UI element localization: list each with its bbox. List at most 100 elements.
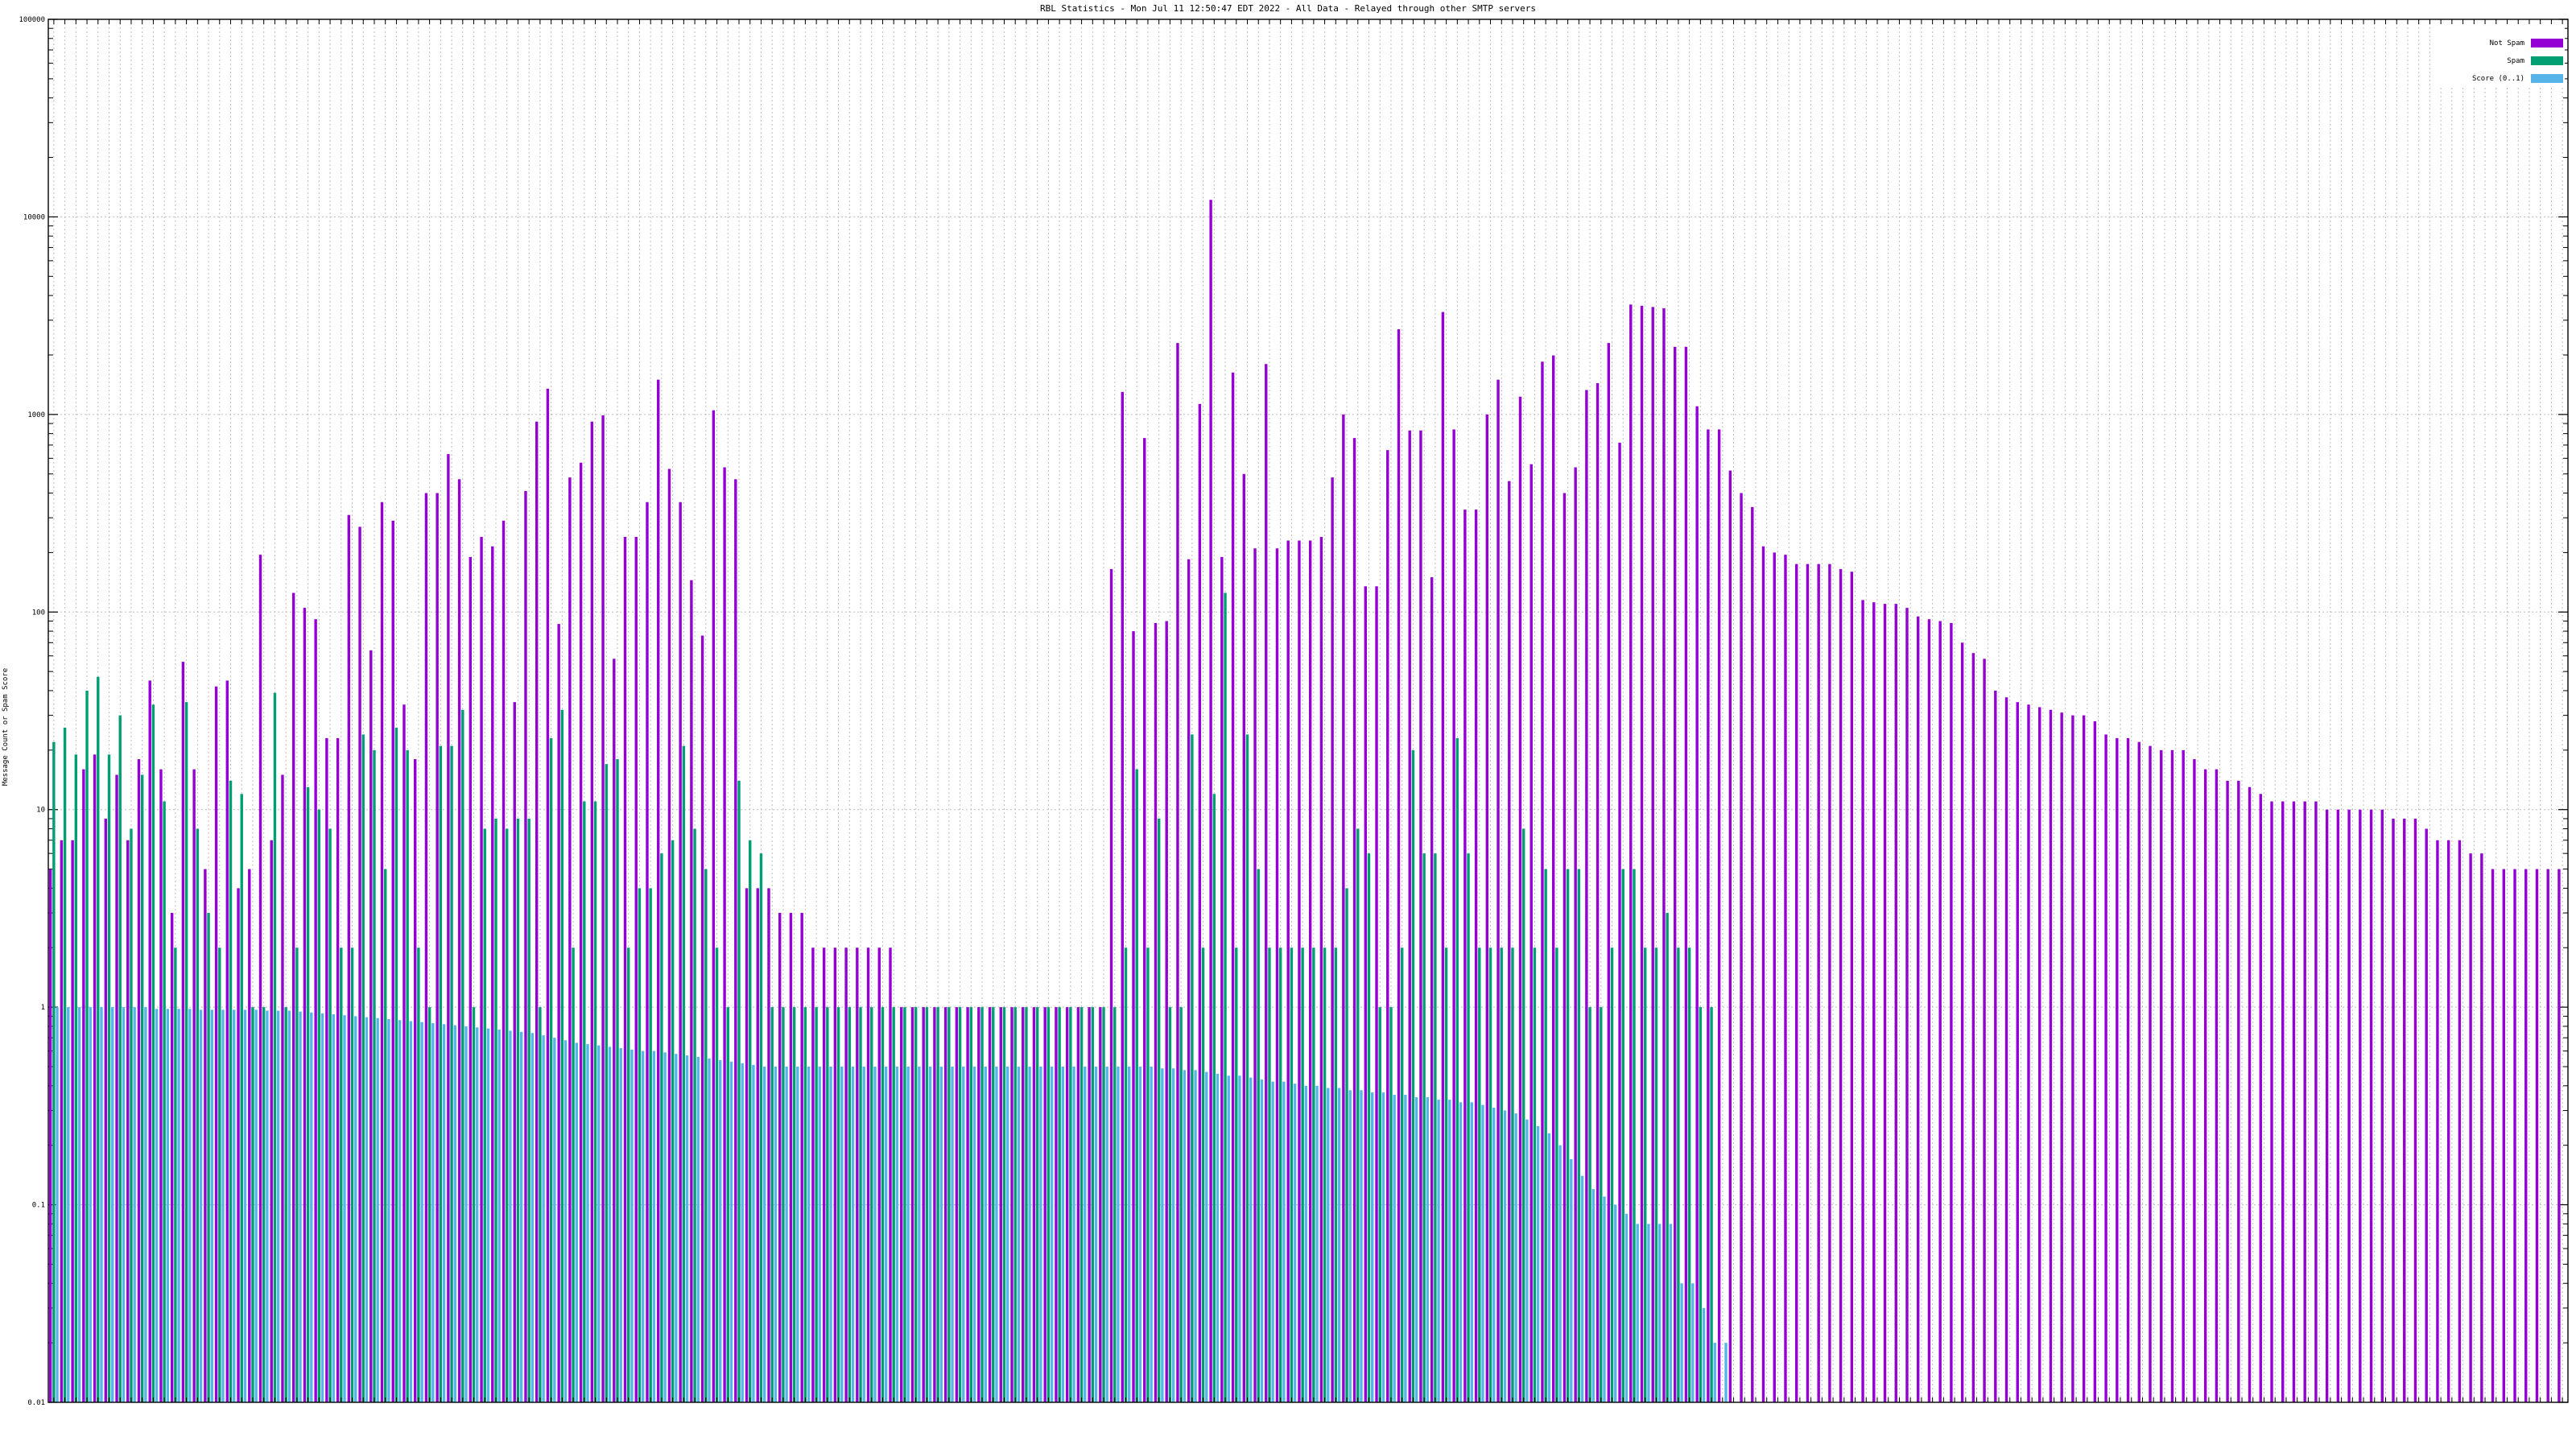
bar-not-spam <box>811 947 815 1402</box>
bar-spam <box>373 749 376 1402</box>
bar-spam <box>1422 853 1426 1402</box>
bar-not-spam <box>1109 568 1113 1403</box>
legend-label-not-spam: Not Spam <box>2490 39 2524 47</box>
bar-not-spam <box>1994 690 1997 1402</box>
bar-score <box>1647 1224 1650 1402</box>
bar-score <box>928 1067 932 1402</box>
bar-not-spam <box>1209 200 1212 1403</box>
bar-not-spam <box>126 840 130 1402</box>
bar-not-spam <box>1331 477 1334 1402</box>
bar-spam <box>394 727 398 1402</box>
bar-score <box>1171 1068 1175 1402</box>
bar-not-spam <box>1761 546 1765 1403</box>
bar-score <box>906 1067 910 1402</box>
bar-score <box>564 1040 568 1402</box>
bar-spam <box>1699 1007 1703 1402</box>
bar-spam <box>207 913 210 1402</box>
bar-spam <box>1268 947 1271 1402</box>
bar-spam <box>483 828 486 1402</box>
bar-score <box>719 1059 722 1402</box>
bar-score <box>663 1052 667 1402</box>
bar-score <box>1360 1090 1363 1402</box>
bar-not-spam <box>1927 619 1931 1402</box>
plot-frame <box>47 19 2569 1403</box>
chart-title: RBL Statistics - Mon Jul 11 12:50:47 EDT… <box>1040 3 1536 14</box>
bar-score <box>652 1051 656 1402</box>
bar-not-spam <box>60 840 64 1402</box>
bar-score <box>597 1045 601 1402</box>
bar-spam <box>229 780 233 1402</box>
bar-spam <box>815 1007 818 1402</box>
bar-spam <box>472 1007 476 1402</box>
bar-not-spam <box>900 1007 903 1402</box>
bar-not-spam <box>2248 786 2252 1402</box>
bar-not-spam <box>1861 600 1864 1402</box>
bar-spam <box>1610 947 1614 1402</box>
bar-not-spam <box>281 774 284 1402</box>
bar-not-spam <box>159 769 163 1402</box>
bar-not-spam <box>2170 749 2174 1402</box>
bar-score <box>873 1067 877 1402</box>
bar-not-spam <box>2359 809 2362 1402</box>
bar-not-spam <box>2325 809 2329 1402</box>
bar-score <box>1271 1081 1274 1402</box>
bar-spam <box>1455 737 1459 1402</box>
bar-spam <box>803 1007 807 1402</box>
bar-spam <box>52 741 56 1402</box>
bar-not-spam <box>2546 869 2549 1402</box>
bar-score <box>199 1009 203 1402</box>
bar-score <box>575 1042 578 1402</box>
bar-score <box>1072 1067 1075 1402</box>
y-tick-label: 0.1 <box>32 1202 45 1210</box>
bar-score <box>1437 1100 1440 1402</box>
bar-score <box>862 1067 865 1402</box>
bar-score <box>1150 1067 1153 1402</box>
bar-score <box>630 1049 634 1402</box>
bar-spam <box>85 690 89 1402</box>
bar-not-spam <box>745 888 749 1402</box>
bar-score <box>1547 1133 1551 1402</box>
bar-score <box>276 1010 280 1402</box>
bar-spam <box>1257 869 1260 1402</box>
bar-spam <box>715 947 719 1402</box>
bar-spam <box>549 737 553 1402</box>
bar-not-spam <box>502 520 506 1402</box>
bar-spam <box>97 676 100 1402</box>
bar-not-spam <box>1242 473 1245 1402</box>
bar-not-spam <box>1784 555 1787 1402</box>
bar-not-spam <box>700 635 704 1402</box>
bar-not-spam <box>1485 414 1489 1402</box>
bar-spam <box>1488 947 1492 1402</box>
bar-not-spam <box>2004 697 2008 1402</box>
bar-not-spam <box>1541 361 1544 1402</box>
bar-spam <box>1091 1007 1094 1402</box>
bar-not-spam <box>1960 642 1964 1402</box>
bar-score <box>144 1007 147 1402</box>
bar-spam <box>1389 1007 1393 1402</box>
bar-not-spam <box>1364 586 1367 1402</box>
bar-spam <box>1533 947 1537 1402</box>
bar-spam <box>1135 769 1138 1402</box>
bar-spam <box>605 764 608 1402</box>
bar-score <box>122 1007 126 1402</box>
bar-not-spam <box>2160 749 2163 1402</box>
bar-spam <box>749 840 752 1402</box>
bar-spam <box>726 1007 729 1402</box>
legend-swatch-spam <box>2531 56 2563 65</box>
bar-spam <box>1179 1007 1183 1402</box>
bar-not-spam <box>436 493 439 1402</box>
bar-score <box>1525 1119 1529 1402</box>
bar-not-spam <box>679 502 682 1402</box>
bar-not-spam <box>789 913 793 1402</box>
bar-score <box>254 1009 258 1402</box>
bar-score <box>1194 1070 1197 1402</box>
bar-score <box>1624 1213 1629 1402</box>
bar-score <box>1061 1067 1065 1402</box>
bar-spam <box>361 734 365 1402</box>
bar-spam <box>262 1007 266 1402</box>
bar-not-spam <box>2392 818 2395 1402</box>
bar-not-spam <box>325 737 328 1402</box>
bar-spam <box>107 754 111 1402</box>
bar-not-spam <box>1397 328 1401 1402</box>
